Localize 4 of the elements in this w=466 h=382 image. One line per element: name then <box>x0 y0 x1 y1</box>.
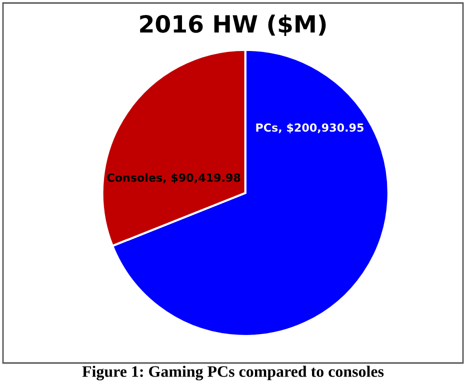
chart-title: 2016 HW ($M) <box>140 14 326 36</box>
slice-label: PCs, $200,930.95 <box>256 123 364 134</box>
caption: Figure 1: Gaming PCs compared to consoles <box>82 366 384 380</box>
slice-label: Consoles, $90,419.98 <box>107 173 240 184</box>
